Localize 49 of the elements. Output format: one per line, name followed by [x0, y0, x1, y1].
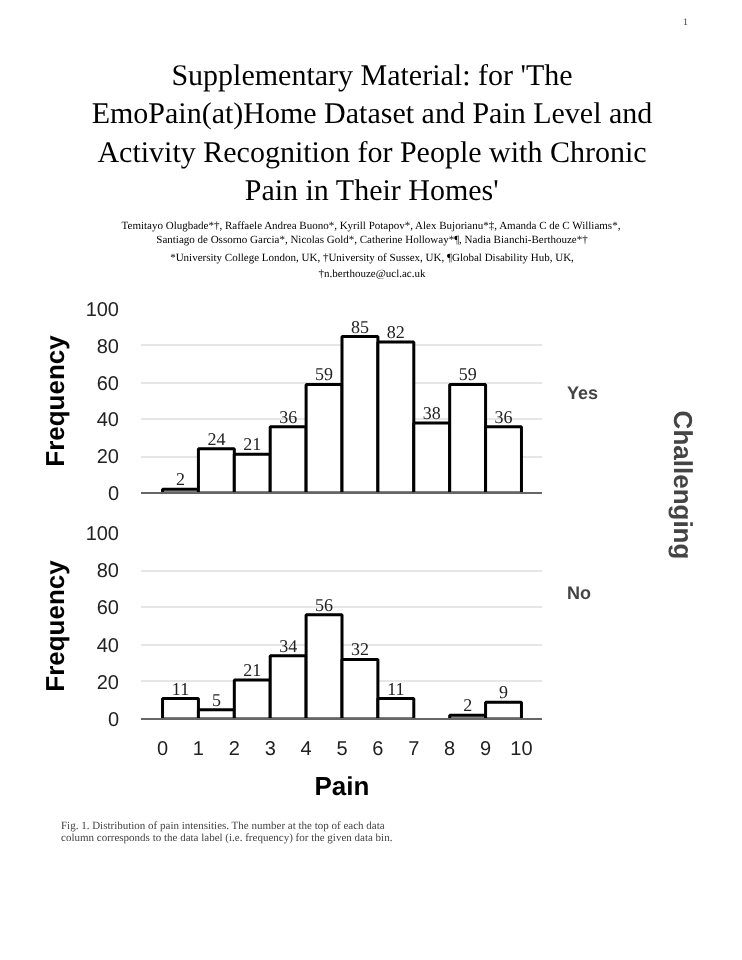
data-label: 38: [422, 403, 442, 424]
x-tick-label: 3: [264, 739, 277, 761]
x-tick-label: 2: [228, 739, 241, 761]
chart-title: Supplementary Material: for 'The EmoPain(at)Home Dataset and Pain Level and Activity Recognition for People with Chronic Pain in Their Homes': [91, 61, 654, 209]
data-label: 36: [279, 406, 299, 427]
y-tick-label: 0: [107, 484, 120, 506]
data-label: 59: [315, 364, 335, 385]
data-label: 85: [350, 316, 370, 337]
x-tick-label: 8: [444, 739, 457, 761]
y-axis-title: Frequency: [39, 333, 70, 467]
data-label: 32: [350, 639, 369, 660]
data-label: 21: [243, 434, 262, 455]
data-label: 34: [279, 635, 299, 656]
data-label: 5: [211, 689, 222, 710]
x-tick-label: 4: [300, 739, 313, 761]
data-label: 24: [207, 428, 227, 449]
y-axis-title: Frequency: [39, 558, 70, 692]
data-label: 11: [171, 678, 190, 699]
x-tick-label: 5: [336, 739, 349, 761]
text: Yes: [567, 383, 599, 403]
data-label: 2: [463, 695, 473, 716]
y-tick-label: 100: [85, 524, 120, 546]
y-tick-label: 20: [96, 447, 120, 470]
x-axis-title: Pain: [314, 771, 370, 801]
data-label: 82: [386, 322, 405, 343]
data-label: 56: [315, 594, 335, 615]
text: Challenging: [668, 410, 698, 560]
data-label: 11: [387, 678, 405, 699]
x-tick-label: 1: [192, 739, 205, 761]
data-label: 21: [243, 659, 262, 680]
x-tick-label: 0: [156, 739, 169, 761]
y-tick-label: 0: [107, 710, 120, 732]
x-tick-label: 6: [372, 739, 385, 761]
y-tick-label: 60: [96, 598, 120, 621]
x-tick-label: 9: [480, 739, 493, 761]
y-tick-label: 40: [96, 635, 120, 658]
data-label: 59: [458, 364, 478, 385]
y-tick-label: 60: [96, 373, 120, 396]
x-tick-label: 10: [510, 739, 534, 761]
y-tick-label: 20: [96, 672, 120, 695]
y-tick-label: 100: [85, 300, 120, 322]
y-tick-label: 80: [96, 336, 120, 359]
data-label: 2: [175, 469, 185, 490]
text: No: [567, 582, 592, 603]
y-tick-label: 80: [96, 561, 120, 584]
data-label: 9: [499, 682, 510, 703]
y-tick-label: 40: [96, 410, 120, 433]
data-label: 36: [494, 406, 514, 427]
x-tick-label: 7: [408, 739, 421, 761]
